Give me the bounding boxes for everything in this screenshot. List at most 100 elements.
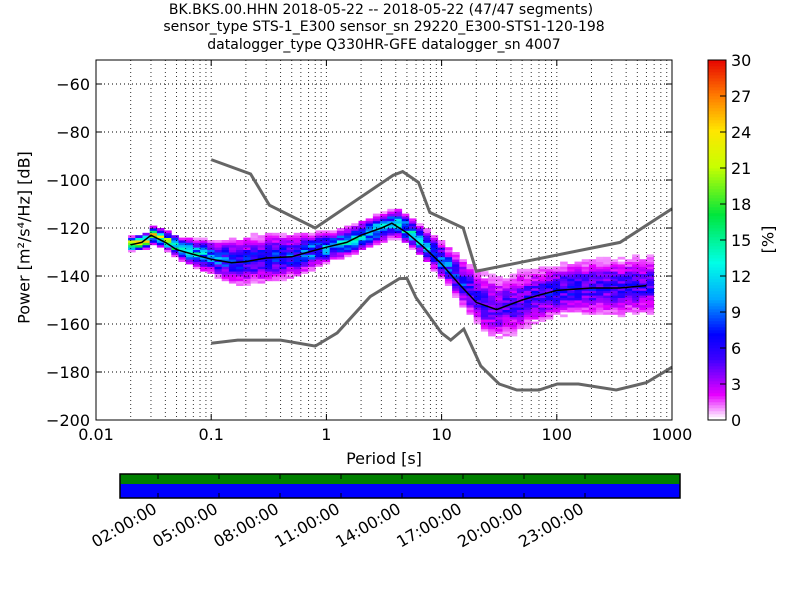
heatmap-cell	[243, 268, 251, 272]
heatmap-cell	[279, 247, 287, 250]
heatmap-cell	[552, 278, 561, 282]
heatmap-cell	[149, 232, 158, 236]
heatmap-cell	[401, 216, 410, 219]
heatmap-cell	[135, 237, 143, 241]
colorbar-segment	[708, 246, 726, 250]
heatmap-cell	[480, 271, 489, 274]
heatmap-cell	[552, 280, 561, 284]
heatmap-cell	[315, 252, 323, 255]
heatmap-cell	[257, 254, 266, 258]
heatmap-cell	[300, 237, 309, 241]
heatmap-cell	[516, 290, 525, 294]
heatmap-cell	[495, 290, 503, 294]
heatmap-cell	[272, 232, 280, 236]
colorbar-segment	[708, 129, 726, 133]
heatmap-cell	[214, 242, 223, 246]
heatmap-cell	[459, 285, 467, 289]
colorbar-segment	[708, 141, 726, 145]
heatmap-cell	[192, 252, 201, 255]
heatmap-cell	[524, 324, 532, 327]
colorbar-segment	[708, 108, 726, 112]
heatmap-cell	[128, 249, 136, 253]
heatmap-cell	[279, 254, 287, 258]
heatmap-cell	[524, 280, 532, 284]
heatmap-cell	[488, 328, 496, 332]
heatmap-cell	[200, 256, 208, 260]
heatmap-cell	[516, 276, 525, 279]
heatmap-cell	[567, 285, 575, 289]
colorbar-segment	[708, 171, 726, 175]
heatmap-cell	[624, 268, 633, 272]
heatmap-cell	[466, 312, 475, 315]
heatmap-cell	[264, 247, 273, 250]
heatmap-cell	[452, 290, 460, 294]
heatmap-cell	[279, 259, 287, 262]
heatmap-cell	[610, 278, 619, 282]
heatmap-cell	[488, 276, 496, 279]
heatmap-cell	[430, 244, 439, 248]
low-noise-model-line	[211, 276, 673, 392]
heatmap-cell	[545, 309, 554, 313]
heatmap-cell	[214, 240, 223, 243]
heatmap-cell	[279, 261, 287, 265]
heatmap-cell	[596, 302, 604, 306]
heatmap-cell	[466, 288, 475, 291]
heatmap-cell	[207, 256, 215, 260]
heatmap-cell	[156, 228, 165, 231]
heatmap-cell	[466, 278, 475, 282]
heatmap-cell	[293, 242, 302, 246]
heatmap-cell	[509, 319, 518, 322]
heatmap-cell	[372, 230, 381, 234]
x-tick-label: 10	[431, 425, 451, 444]
heatmap-cell	[365, 220, 374, 224]
heatmap-cell	[300, 247, 309, 250]
heatmap-cell	[596, 256, 604, 260]
heatmap-cell	[171, 249, 179, 253]
heatmap-cell	[308, 259, 316, 262]
heatmap-cell	[387, 230, 395, 234]
heatmap-cell	[452, 276, 460, 279]
heatmap-cell	[603, 292, 611, 296]
heatmap-cell	[228, 242, 237, 246]
heatmap-cell	[538, 273, 547, 277]
heatmap-cell	[588, 264, 597, 267]
colorbar-segment	[708, 102, 726, 106]
heatmap-cell	[293, 249, 302, 253]
heatmap-cell	[581, 295, 590, 298]
heatmap-cell	[444, 247, 453, 250]
heatmap-cell	[243, 264, 251, 267]
heatmap-cell	[495, 312, 503, 315]
heatmap-cell	[221, 271, 230, 274]
heatmap-cell	[531, 271, 539, 274]
heatmap-cell	[228, 244, 237, 248]
heatmap-cell	[459, 264, 467, 267]
heatmap-cell	[236, 268, 244, 272]
heatmap-cell	[624, 261, 633, 265]
heatmap-cell	[236, 254, 244, 258]
heatmap-cell	[243, 276, 251, 279]
heatmap-cell	[444, 268, 453, 272]
heatmap-cell	[531, 278, 539, 282]
heatmap-cell	[509, 328, 518, 332]
heatmap-cell	[142, 240, 151, 243]
heatmap-cell	[596, 283, 604, 286]
heatmap-cell	[315, 264, 323, 267]
heatmap-cell	[524, 283, 532, 286]
colorbar-tick-label: 9	[731, 303, 741, 322]
heatmap-cell	[250, 278, 259, 282]
heatmap-cell	[495, 295, 503, 298]
heatmap-cell	[336, 244, 345, 248]
heatmap-cell	[567, 264, 575, 267]
heatmap-cell	[351, 232, 359, 236]
heatmap-cell	[315, 244, 323, 248]
heatmap-cell	[315, 259, 323, 262]
heatmap-cell	[142, 247, 151, 250]
heatmap-cell	[524, 321, 532, 325]
heatmap-cell	[509, 324, 518, 327]
heatmap-cell	[488, 331, 496, 334]
heatmap-cell	[264, 278, 273, 282]
heatmap-cell	[336, 247, 345, 250]
heatmap-cell	[380, 232, 388, 236]
heatmap-cell	[495, 331, 503, 334]
heatmap-cell	[452, 259, 460, 262]
